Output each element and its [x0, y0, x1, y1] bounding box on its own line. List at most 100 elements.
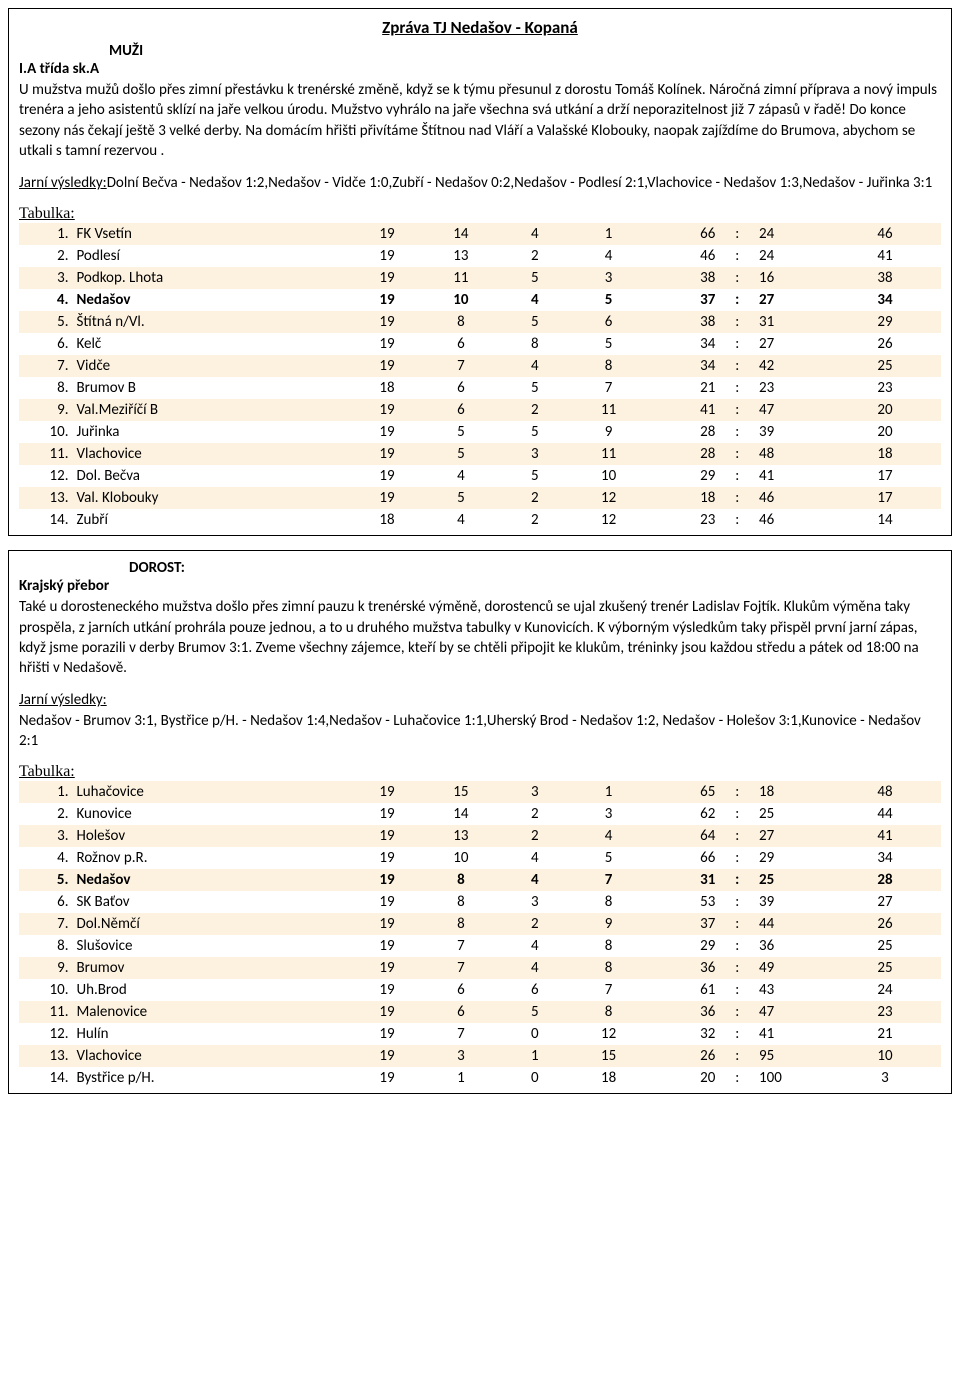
- cell: 4: [498, 957, 572, 979]
- cell: 8: [424, 913, 498, 935]
- standings-table-muzi: 1.FK Vsetín19144166:24462.Podlesí1913244…: [19, 223, 941, 531]
- tabulka-label-muzi: Tabulka:: [19, 205, 941, 223]
- cell: 19: [350, 803, 424, 825]
- cell: 4: [498, 847, 572, 869]
- cell: 19: [350, 223, 424, 245]
- cell: Podkop. Lhota: [72, 267, 350, 289]
- cell: :: [719, 377, 755, 399]
- cell: 11.: [19, 1001, 72, 1023]
- cell: 19: [350, 465, 424, 487]
- cell: 26: [829, 333, 941, 355]
- cell: 25: [755, 803, 829, 825]
- cell: 14.: [19, 509, 72, 531]
- cell: 29: [829, 311, 941, 333]
- cell: 19: [350, 891, 424, 913]
- cell: 12.: [19, 1023, 72, 1045]
- cell: 25: [829, 935, 941, 957]
- cell: 18: [755, 781, 829, 803]
- table-row: 13.Val. Klobouky19521218:4617: [19, 487, 941, 509]
- cell: 5: [498, 377, 572, 399]
- body-dorost: Také u dorosteneckého mužstva došlo přes…: [19, 597, 941, 678]
- cell: 23: [755, 377, 829, 399]
- cell: 15: [572, 1045, 646, 1067]
- cell: 42: [755, 355, 829, 377]
- cell: Štítná n/Vl.: [72, 311, 350, 333]
- cell: 18: [350, 509, 424, 531]
- cell: Dol. Bečva: [72, 465, 350, 487]
- cell: 19: [350, 781, 424, 803]
- section-muzi: Zpráva TJ Nedašov - Kopaná MUŽI I.A tříd…: [8, 8, 952, 536]
- cell: 46: [829, 223, 941, 245]
- cell: 13: [424, 245, 498, 267]
- cell: 6: [424, 333, 498, 355]
- cell: 5: [424, 443, 498, 465]
- table-row: 11.Malenovice1965836:4723: [19, 1001, 941, 1023]
- cell: 8: [572, 957, 646, 979]
- cell: Kelč: [72, 333, 350, 355]
- cell: 13.: [19, 487, 72, 509]
- cell: 18: [572, 1067, 646, 1089]
- cell: 19: [350, 1067, 424, 1089]
- cell: 19: [350, 267, 424, 289]
- cell: 8: [424, 869, 498, 891]
- cell: 3: [572, 267, 646, 289]
- cell: 14: [424, 223, 498, 245]
- cell: 2.: [19, 803, 72, 825]
- results-dorost: Jarní výsledky: Nedašov - Brumov 3:1, By…: [19, 690, 941, 751]
- standings-table-dorost: 1.Luhačovice19153165:18482.Kunovice19142…: [19, 781, 941, 1089]
- cell: 4: [498, 935, 572, 957]
- cell: 16: [755, 267, 829, 289]
- table-row: 6.SK Baťov1983853:3927: [19, 891, 941, 913]
- cell: 3: [829, 1067, 941, 1089]
- cell: :: [719, 421, 755, 443]
- cell: 23: [829, 377, 941, 399]
- cell: Zubří: [72, 509, 350, 531]
- cell: 53: [646, 891, 720, 913]
- cell: 36: [646, 1001, 720, 1023]
- cell: 100: [755, 1067, 829, 1089]
- cell: 2: [498, 399, 572, 421]
- cell: :: [719, 399, 755, 421]
- cell: 2.: [19, 245, 72, 267]
- cell: :: [719, 267, 755, 289]
- cell: 2: [498, 487, 572, 509]
- cell: 5.: [19, 869, 72, 891]
- results-label-dorost: Jarní výsledky:: [19, 690, 941, 710]
- cell: 11.: [19, 443, 72, 465]
- cell: 34: [829, 289, 941, 311]
- cell: 49: [755, 957, 829, 979]
- cell: 2: [498, 509, 572, 531]
- cell: 15: [424, 781, 498, 803]
- cell: :: [719, 847, 755, 869]
- table-row: 9.Val.Meziříčí B19621141:4720: [19, 399, 941, 421]
- table-row: 13.Vlachovice19311526:9510: [19, 1045, 941, 1067]
- cell: 8: [572, 1001, 646, 1023]
- cell: 4: [572, 825, 646, 847]
- cell: 10.: [19, 979, 72, 1001]
- cell: 7: [572, 869, 646, 891]
- cell: 8: [498, 333, 572, 355]
- cell: 6: [572, 311, 646, 333]
- cell: 36: [755, 935, 829, 957]
- cell: 41: [646, 399, 720, 421]
- cell: 10: [572, 465, 646, 487]
- table-row: 3.Podkop. Lhota19115338:1638: [19, 267, 941, 289]
- cell: Nedašov: [72, 289, 350, 311]
- cell: 19: [350, 289, 424, 311]
- cell: 9.: [19, 957, 72, 979]
- cell: 7: [424, 935, 498, 957]
- cell: 48: [829, 781, 941, 803]
- table-row: 4.Rožnov p.R.19104566:2934: [19, 847, 941, 869]
- cell: 8: [424, 311, 498, 333]
- cell: :: [719, 509, 755, 531]
- cell: 0: [498, 1067, 572, 1089]
- results-text-muzi: Dolní Bečva - Nedašov 1:2,Nedašov - Vidč…: [107, 174, 933, 192]
- cell: 0: [498, 1023, 572, 1045]
- cell: 27: [755, 333, 829, 355]
- cell: :: [719, 913, 755, 935]
- cell: 24: [755, 223, 829, 245]
- cell: 3.: [19, 825, 72, 847]
- cell: 19: [350, 979, 424, 1001]
- cell: 11: [424, 267, 498, 289]
- cell: 6: [424, 979, 498, 1001]
